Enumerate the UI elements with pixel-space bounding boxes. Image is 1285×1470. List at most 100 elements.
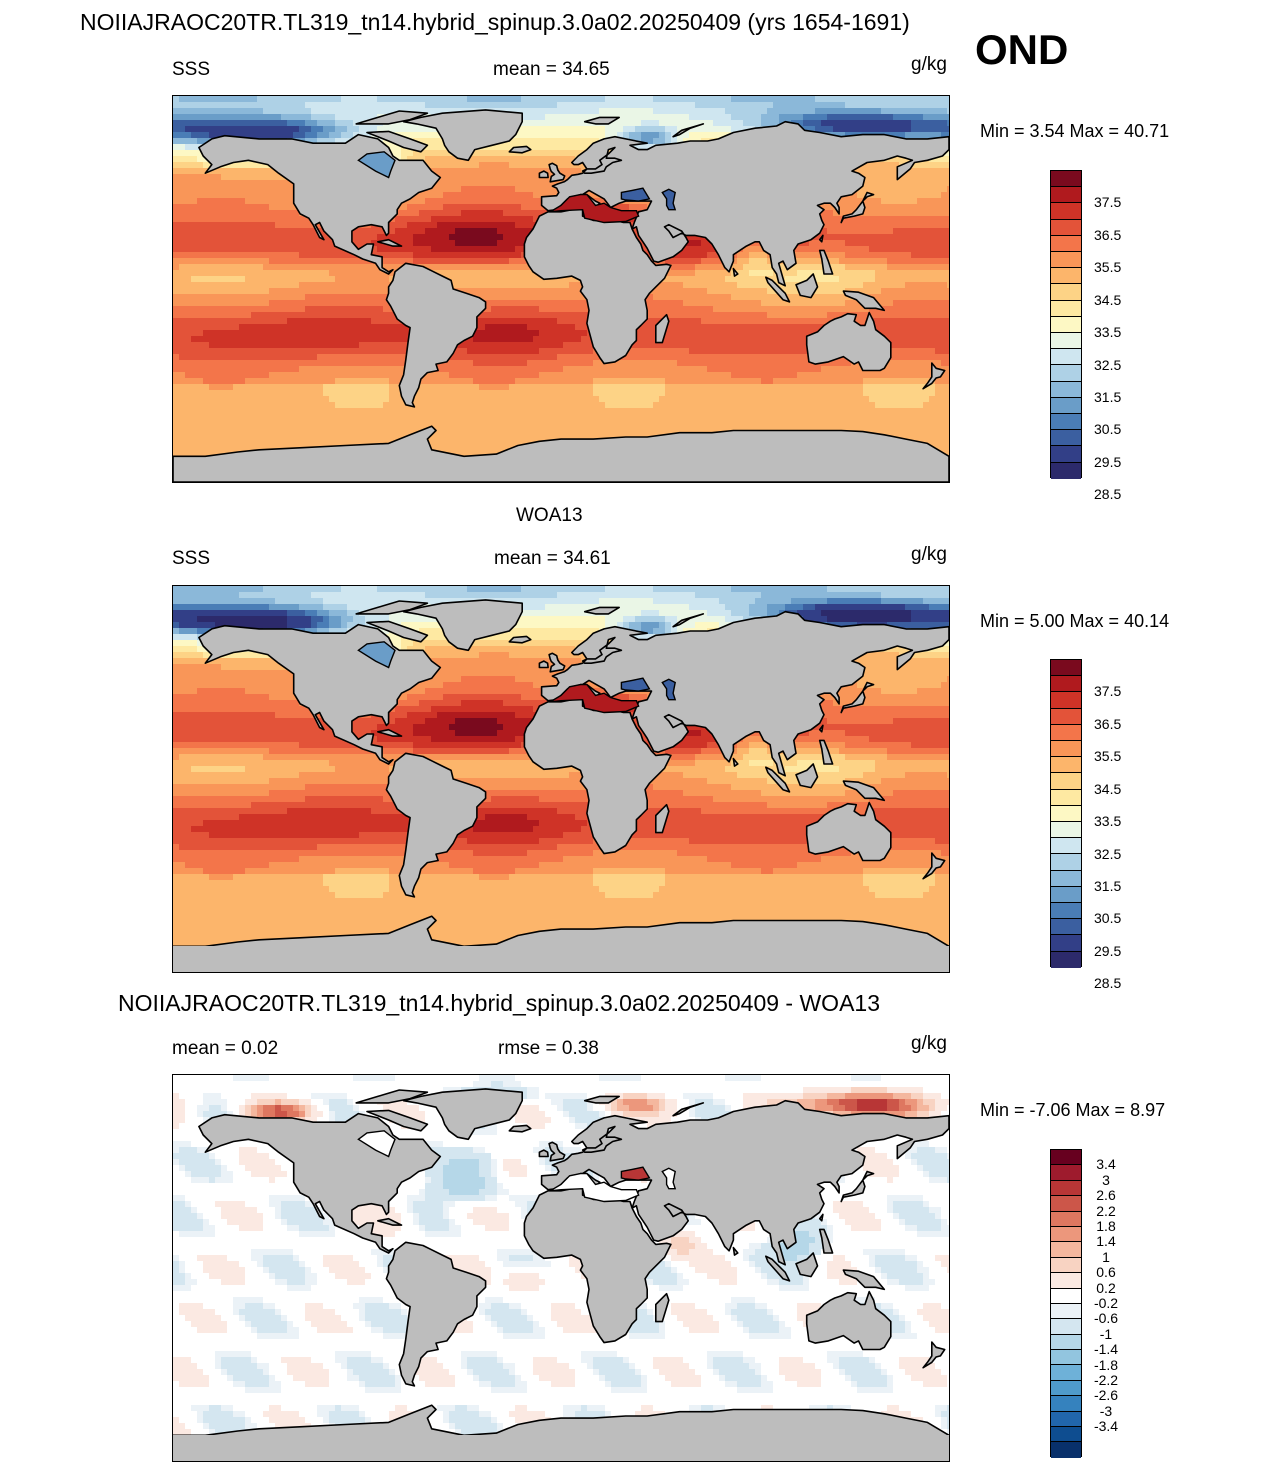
colorbar-tick-label: 32.5 <box>1094 847 1121 861</box>
colorbar-swatch <box>1051 430 1081 447</box>
colorbar-tick-label: 31.5 <box>1094 390 1121 404</box>
colorbar-swatch <box>1051 1226 1081 1243</box>
sea-caspian <box>661 1167 677 1190</box>
continent-philippines <box>818 249 834 275</box>
colorbar-swatch <box>1051 805 1081 823</box>
colorbar-swatch <box>1051 1427 1081 1443</box>
panel1-map <box>172 95 950 483</box>
colorbar-tick-label: -0.2 <box>1090 1296 1122 1310</box>
colorbar-tick-label: 1.4 <box>1090 1234 1122 1248</box>
continent-eurasia <box>540 1099 949 1266</box>
continent-greenland <box>402 1088 523 1141</box>
colorbar-swatch <box>1051 235 1081 253</box>
sea-med <box>549 683 640 714</box>
continent-africa <box>523 698 672 855</box>
sea-hudson <box>357 1130 396 1158</box>
colorbar-swatch <box>1051 171 1081 188</box>
colorbar-tick-label: -1.8 <box>1090 1358 1122 1372</box>
colorbar-swatch <box>1051 1350 1081 1366</box>
continent-newzealand <box>922 1341 946 1369</box>
continent-eurasia <box>540 610 949 777</box>
panel3-mean-label: mean = 0.02 <box>172 1039 278 1058</box>
colorbar-swatch <box>1051 1165 1081 1181</box>
continent-australia <box>805 311 892 372</box>
sea-caspian <box>661 678 677 701</box>
colorbar-tick-label: 2.2 <box>1090 1204 1122 1218</box>
colorbar-tick-label: -0.6 <box>1090 1311 1122 1325</box>
colorbar-swatch <box>1051 1150 1081 1166</box>
panel3-map <box>172 1074 950 1462</box>
colorbar-tick-label: -2.6 <box>1090 1388 1122 1402</box>
sea-black <box>620 677 651 692</box>
colorbar-swatch <box>1051 397 1081 415</box>
continent-sumatra <box>765 766 791 793</box>
colorbar-swatch <box>1051 1396 1081 1412</box>
colorbar-swatch <box>1051 1273 1081 1289</box>
colorbar-tick-label: -3.4 <box>1090 1419 1122 1433</box>
season-label: OND <box>975 29 1068 71</box>
continent-taiwan <box>818 724 824 733</box>
colorbar-tick-label: 30.5 <box>1094 422 1121 436</box>
panel3-title: NOIIAJRAOC20TR.TL319_tn14.hybrid_spinup.… <box>118 992 880 1015</box>
colorbar-swatch <box>1051 1411 1081 1428</box>
colorbar-swatch <box>1051 1180 1081 1197</box>
continent-australia <box>805 801 892 862</box>
continent-madagascar <box>655 803 670 834</box>
continent-japan <box>840 191 875 224</box>
continent-iceland <box>508 145 532 154</box>
continent-taiwan <box>818 1213 824 1222</box>
panel2-minmax: Min = 5.00 Max = 40.14 <box>980 612 1169 630</box>
colorbar-tick-label: -1.4 <box>1090 1342 1122 1356</box>
colorbar-swatch <box>1051 838 1081 855</box>
colorbar-swatch <box>1051 724 1081 742</box>
colorbar-swatch <box>1051 1380 1081 1397</box>
continent-africa <box>523 208 672 365</box>
continent-srilanka <box>732 757 739 767</box>
colorbar-swatch <box>1051 381 1081 398</box>
panel3-map-svg <box>173 1075 949 1461</box>
colorbar-tick-label: 1 <box>1090 1250 1122 1264</box>
panel2-mean-label: mean = 34.61 <box>494 549 611 568</box>
continent-borneo <box>795 763 819 789</box>
continent-madagascar <box>655 1292 670 1323</box>
continent-newguinea <box>842 780 886 802</box>
continent-iceland <box>508 635 532 644</box>
colorbar-tick-label: 0.6 <box>1090 1265 1122 1279</box>
continent-ireland <box>538 1149 549 1158</box>
antarctic-mask <box>173 1435 949 1461</box>
inland-seas <box>357 151 677 224</box>
colorbar-swatch <box>1051 854 1081 871</box>
colorbar-swatch <box>1051 870 1081 887</box>
panel3-colorbar <box>1050 1149 1082 1458</box>
colorbar-swatch <box>1051 284 1081 301</box>
continent-samerica <box>385 262 487 408</box>
colorbar-swatch <box>1051 757 1081 774</box>
colorbar-swatch <box>1051 333 1081 350</box>
sea-hudson <box>357 151 396 179</box>
continent-uk <box>548 652 566 673</box>
panel1-minmax: Min = 3.54 Max = 40.71 <box>980 122 1169 140</box>
colorbar-swatch <box>1051 1242 1081 1258</box>
continent-baffin <box>366 1109 429 1132</box>
colorbar-tick-label: 1.8 <box>1090 1219 1122 1233</box>
continent-svalbard <box>583 116 620 125</box>
colorbar-swatch <box>1051 951 1081 968</box>
panel2-map-svg <box>173 586 949 972</box>
colorbar-tick-label: 37.5 <box>1094 195 1121 209</box>
colorbar-tick-label: 32.5 <box>1094 358 1121 372</box>
colorbar-swatch <box>1051 349 1081 366</box>
colorbar-swatch <box>1051 446 1081 463</box>
colorbar-swatch <box>1051 316 1081 334</box>
colorbar-swatch <box>1051 414 1081 431</box>
panel2-variable-label: SSS <box>172 549 210 568</box>
continent-newzealand <box>922 852 946 880</box>
continent-srilanka <box>732 267 739 277</box>
panel1-colorbar <box>1050 170 1082 479</box>
continent-sumatra <box>765 276 791 303</box>
colorbar-tick-label: 31.5 <box>1094 879 1121 893</box>
panel3-minmax: Min = -7.06 Max = 8.97 <box>980 1101 1165 1119</box>
continent-greenland <box>402 109 523 162</box>
panel3-rmse-label: rmse = 0.38 <box>498 1039 599 1058</box>
colorbar-tick-label: 29.5 <box>1094 455 1121 469</box>
continent-sumatra <box>765 1255 791 1282</box>
